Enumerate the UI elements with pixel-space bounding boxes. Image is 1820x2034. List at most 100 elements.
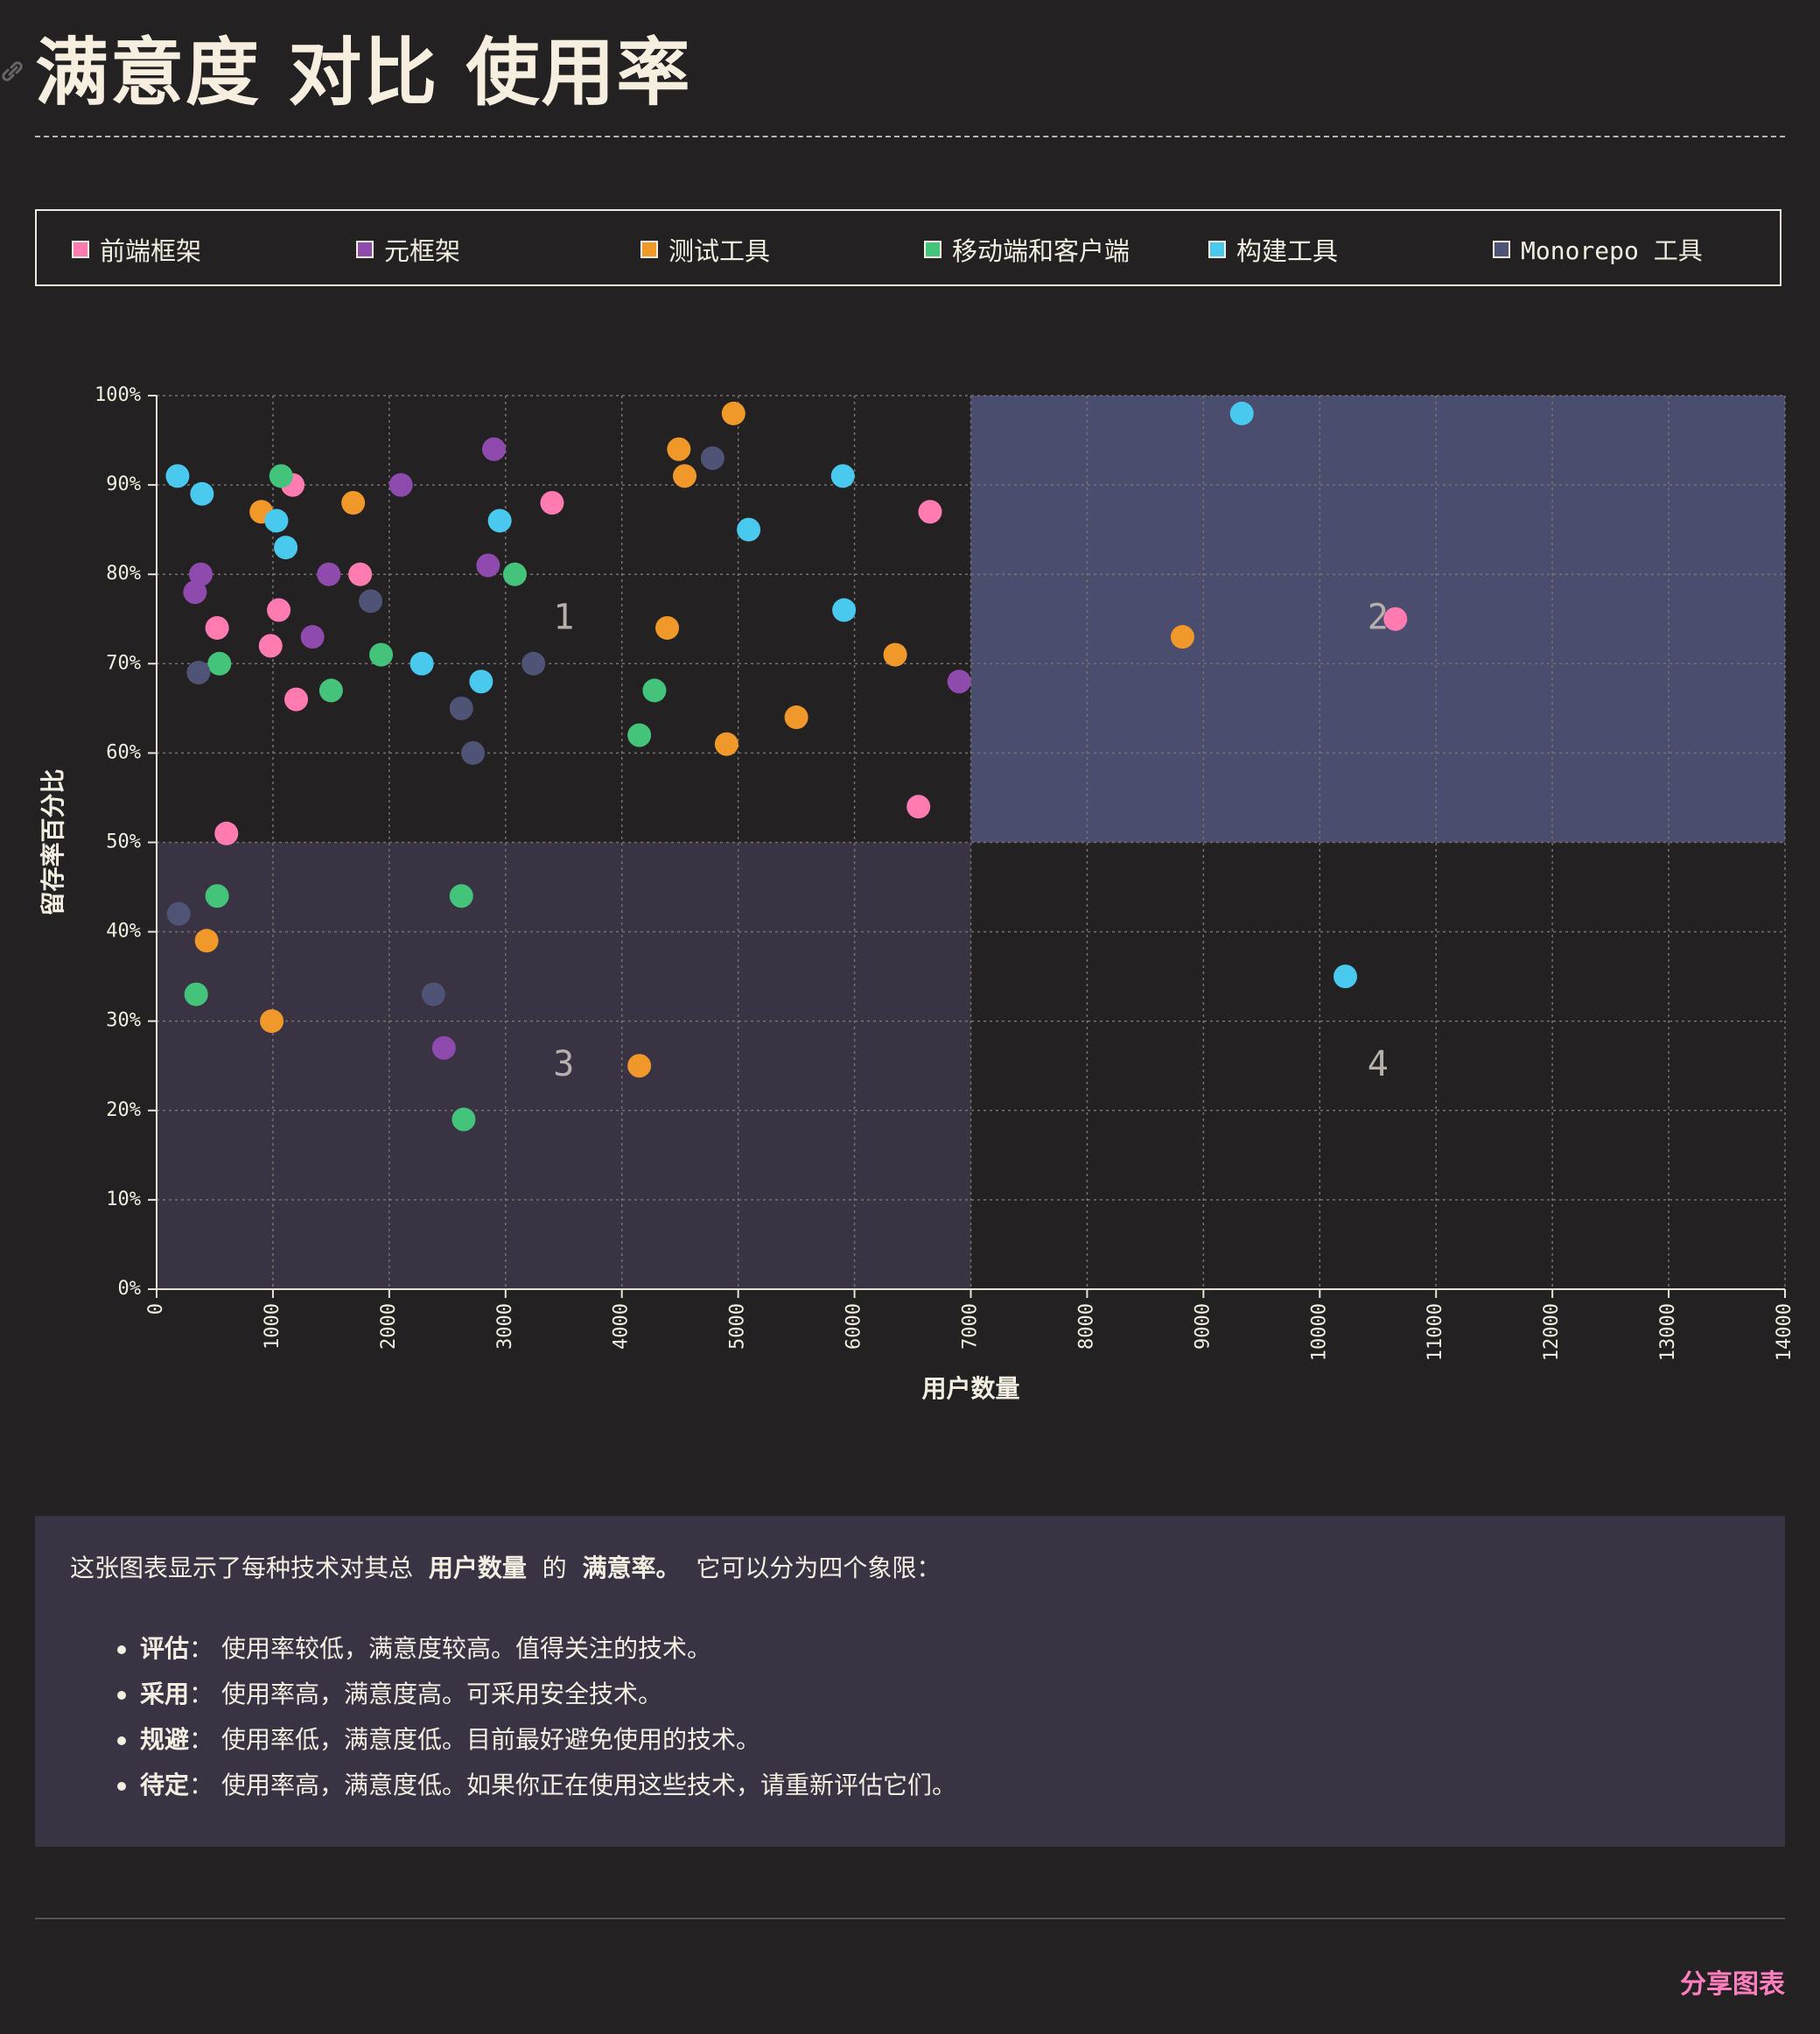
data-point — [918, 500, 942, 524]
x-tick-label: 6000 — [844, 1303, 865, 1350]
legend-swatch — [1493, 241, 1510, 258]
data-point — [784, 705, 808, 730]
data-point — [166, 901, 191, 926]
list-item: 规避： 使用率低，满意度低。目前最好避免使用的技术。 — [117, 1717, 1750, 1763]
y-tick-label: 0% — [118, 1278, 142, 1300]
data-point — [274, 536, 298, 560]
data-point — [452, 1107, 476, 1132]
data-point — [207, 651, 232, 676]
x-axis-label: 用户数量 — [921, 1374, 1019, 1403]
x-tick-label: 5000 — [727, 1303, 749, 1350]
data-point — [476, 553, 500, 578]
data-point — [642, 678, 667, 703]
data-point — [700, 445, 724, 470]
data-point — [469, 670, 494, 694]
quadrant-sep: ： — [189, 1634, 214, 1663]
x-tick-label: 10000 — [1308, 1303, 1330, 1361]
link-icon[interactable] — [0, 60, 23, 86]
data-point — [269, 464, 293, 488]
intro-text: 它可以分为四个象限： — [696, 1554, 942, 1582]
title-divider — [35, 136, 1785, 137]
legend-swatch — [1208, 241, 1226, 258]
x-tick-label: 3000 — [494, 1303, 516, 1350]
data-point — [672, 464, 696, 488]
list-item: 评估： 使用率较低，满意度较高。值得关注的技术。 — [117, 1626, 1750, 1672]
y-tick-label: 50% — [106, 831, 141, 853]
description-intro: 这张图表显示了每种技术对其总 用户数量 的 满意率。 它可以分为四个象限： — [70, 1553, 1750, 1584]
data-point — [737, 517, 761, 542]
quadrant-term: 待定 — [140, 1771, 190, 1799]
quadrant-text: 使用率高，满意度高。可采用安全技术。 — [220, 1680, 662, 1708]
legend-swatch — [72, 241, 89, 258]
x-tick-label: 2000 — [378, 1303, 400, 1350]
footer-divider — [35, 1918, 1785, 1919]
legend-item-frontend[interactable]: 前端框架 — [72, 235, 201, 266]
data-point — [214, 821, 239, 845]
legend-item-testing[interactable]: 测试工具 — [640, 235, 770, 266]
series-4 — [165, 401, 1358, 989]
data-point — [267, 598, 291, 622]
data-point — [449, 884, 473, 908]
data-point — [522, 651, 546, 676]
legend-swatch — [356, 241, 374, 258]
share-chart-link[interactable]: 分享图表 — [1680, 1969, 1785, 2000]
data-point — [348, 562, 373, 586]
data-point — [627, 1054, 652, 1078]
x-tick-label: 8000 — [1075, 1303, 1097, 1350]
legend-item-mobile[interactable]: 移动端和客户端 — [924, 235, 1130, 266]
legend-swatch — [924, 241, 942, 258]
data-point — [190, 481, 214, 506]
y-tick-label: 60% — [106, 741, 141, 763]
data-point — [667, 437, 691, 461]
legend-item-build[interactable]: 构建工具 — [1208, 235, 1338, 266]
legend-label: 构建工具 — [1236, 236, 1339, 266]
data-point — [502, 562, 527, 586]
data-point — [194, 929, 219, 953]
legend-item-monorepo[interactable]: Monorepo 工具 — [1493, 235, 1703, 265]
data-point — [627, 723, 652, 747]
data-point — [184, 982, 208, 1006]
y-axis-label: 留存率百分比 — [38, 768, 67, 915]
data-point — [410, 651, 434, 676]
data-point — [721, 401, 746, 425]
series-3 — [184, 464, 667, 1132]
list-item: 采用： 使用率高，满意度高。可采用安全技术。 — [117, 1672, 1750, 1717]
link-icon-svg — [2, 61, 23, 81]
quadrant-text: 使用率较低，满意度较高。值得关注的技术。 — [220, 1634, 711, 1663]
data-point — [883, 642, 907, 667]
y-tick-label: 40% — [106, 921, 141, 943]
data-point — [1229, 401, 1254, 425]
x-tick-label: 4000 — [611, 1303, 633, 1350]
data-point — [189, 562, 214, 586]
data-point — [487, 508, 512, 533]
legend-item-meta-framework[interactable]: 元框架 — [356, 235, 460, 266]
intro-emphasis-users: 用户数量 — [428, 1554, 527, 1582]
data-point — [388, 473, 413, 497]
series-0 — [205, 473, 1408, 845]
y-tick-label: 80% — [106, 563, 141, 585]
y-tick-label: 70% — [106, 652, 141, 674]
x-tick-label: 12000 — [1541, 1303, 1563, 1361]
quadrant-sep: ： — [189, 1680, 214, 1708]
series-2 — [194, 401, 1194, 1078]
data-point — [258, 634, 283, 658]
x-tick-label: 11000 — [1424, 1303, 1446, 1361]
y-tick-label: 20% — [106, 1099, 141, 1121]
quadrant-sep: ： — [189, 1771, 214, 1799]
data-point — [165, 464, 190, 488]
data-point — [205, 884, 229, 908]
data-point — [186, 661, 211, 685]
data-point — [341, 491, 366, 516]
data-point — [264, 508, 289, 533]
data-point — [481, 437, 506, 461]
quadrant-label-3: 3 — [553, 1044, 574, 1084]
quadrant-text: 使用率低，满意度低。目前最好避免使用的技术。 — [220, 1725, 760, 1754]
data-point — [947, 670, 971, 694]
data-point — [1383, 607, 1408, 631]
data-point — [461, 740, 486, 765]
scatter-chart: 0 1000 2000 3000 4000 5000 6000 7000 8000 9000 100… — [38, 384, 1796, 1403]
data-point — [1334, 964, 1358, 989]
quadrant-label-1: 1 — [553, 597, 574, 637]
data-point — [449, 696, 473, 720]
